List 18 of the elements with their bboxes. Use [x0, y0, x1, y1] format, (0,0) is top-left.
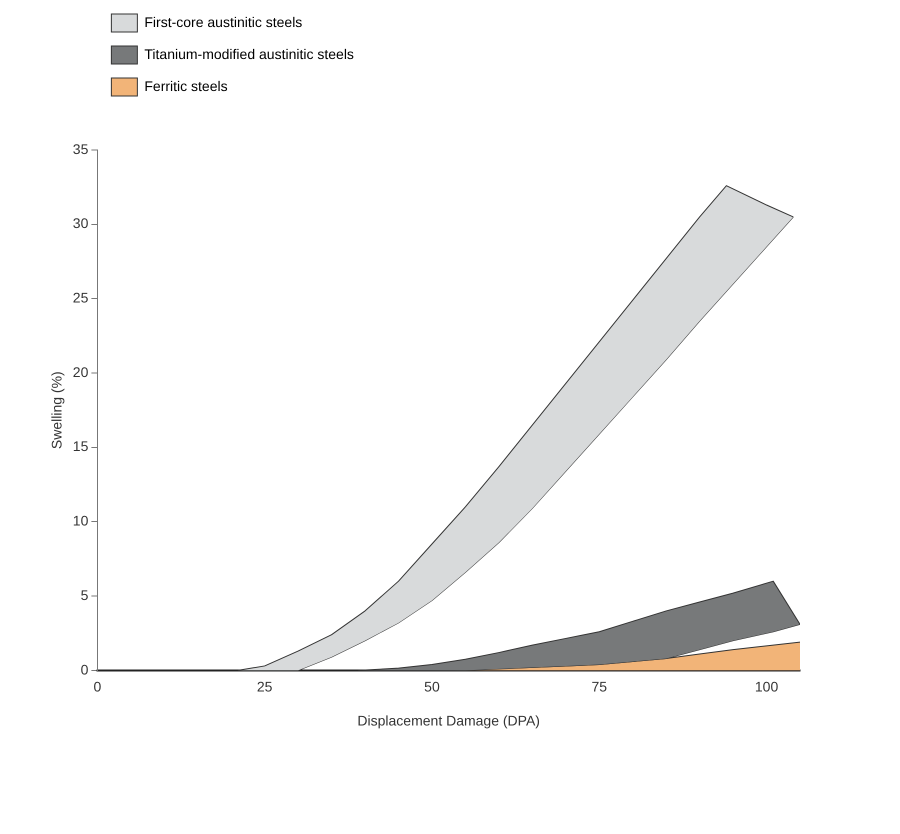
y-tick-label: 0: [80, 661, 89, 678]
x-tick-label: 25: [256, 678, 273, 695]
y-tick-label: 5: [80, 586, 89, 603]
x-tick-label: 0: [93, 678, 102, 695]
x-tick-label: 75: [591, 678, 608, 695]
y-tick-label: 10: [72, 512, 89, 529]
y-axis-title: Swelling (%): [48, 371, 64, 450]
y-tick-label: 35: [72, 140, 89, 157]
x-axis-title: Displacement Damage (DPA): [357, 712, 540, 728]
legend-label: Titanium-modified austinitic steels: [144, 46, 354, 62]
y-tick-label: 15: [72, 438, 89, 454]
y-tick-label: 25: [72, 290, 89, 306]
legend-label: Ferritic steels: [144, 78, 228, 94]
legend-label: First-core austinitic steels: [144, 14, 302, 30]
y-tick-label: 20: [72, 364, 89, 380]
y-tick-label: 30: [72, 215, 89, 232]
x-tick-label: 100: [754, 678, 778, 695]
x-tick-label: 50: [424, 678, 440, 695]
